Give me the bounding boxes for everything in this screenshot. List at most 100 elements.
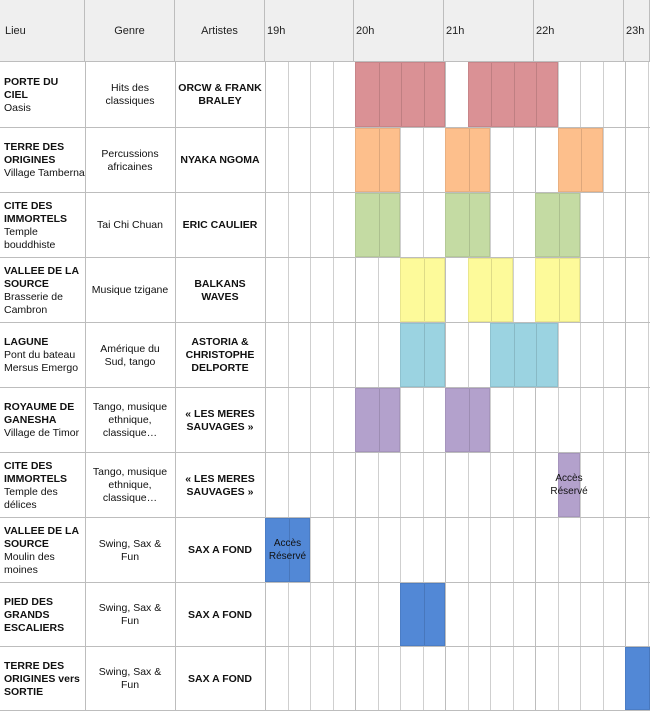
row-divider <box>0 322 650 323</box>
row-divider <box>0 517 650 518</box>
slot-divider <box>603 62 604 711</box>
performance-block[interactable] <box>468 258 513 322</box>
row-lieu: CITE DES IMMORTELS Temple des délices <box>0 453 85 518</box>
header-hour: 20h <box>354 0 444 62</box>
row-artist: SAX A FOND <box>188 544 252 556</box>
row-lieu: PORTE DU CIEL Oasis <box>0 62 85 128</box>
header-artistes: Artistes <box>175 0 265 62</box>
row-artist: ERIC CAULIER <box>182 219 258 231</box>
slot-separator <box>469 194 470 256</box>
slot-separator <box>424 324 425 386</box>
reserved-access-label: Accès Réservé <box>550 473 588 497</box>
slot-divider <box>288 62 289 711</box>
row-divider <box>0 257 650 258</box>
slot-separator <box>559 259 560 321</box>
row-genre: Tango, musique ethnique, classique… <box>92 466 168 504</box>
performance-block[interactable] <box>355 193 400 257</box>
row-divider <box>0 646 650 647</box>
row-lieu: TERRE DES ORIGINES Village Tamberna <box>0 128 85 193</box>
column-divider <box>85 62 86 711</box>
row-lieu: ROYAUME DE GANESHA Village de Timor <box>0 388 85 453</box>
slot-divider <box>445 62 446 711</box>
performance-block[interactable] <box>625 647 650 710</box>
lieu-name: PIED DES GRANDS ESCALIERS <box>4 595 65 634</box>
slot-divider <box>468 62 469 711</box>
header-genre: Genre <box>85 0 175 62</box>
lieu-name: TERRE DES ORIGINES vers SORTIE <box>4 659 80 698</box>
lieu-name: VALLEE DE LA SOURCE <box>4 524 79 550</box>
row-genre: Swing, Sax & Fun <box>98 602 162 627</box>
slot-divider <box>558 62 559 711</box>
slot-separator <box>514 324 515 386</box>
row-genre: Musique tzigane <box>91 284 169 296</box>
performance-block[interactable] <box>400 583 445 646</box>
lieu-place: Village Tamberna <box>4 167 85 179</box>
slot-separator <box>289 519 290 581</box>
row-genre: Percussions africaines <box>101 147 159 173</box>
row-divider <box>0 387 650 388</box>
lieu-name: CITE DES IMMORTELS <box>4 199 67 225</box>
lieu-place: Moulin des moines <box>4 550 55 576</box>
performance-block[interactable] <box>355 388 400 452</box>
slot-separator <box>491 63 492 126</box>
performance-block[interactable] <box>445 388 490 452</box>
row-artist: « LES MERES SAUVAGES » <box>185 407 255 433</box>
slot-separator <box>379 389 380 451</box>
performance-block[interactable] <box>558 128 603 192</box>
slot-divider <box>378 62 379 711</box>
slot-separator <box>469 389 470 451</box>
performance-block[interactable]: Accès Réservé <box>550 453 588 517</box>
lieu-name: CITE DES IMMORTELS <box>4 459 67 485</box>
row-divider <box>0 192 650 193</box>
row-lieu: TERRE DES ORIGINES vers SORTIE <box>0 647 85 711</box>
slot-separator <box>424 259 425 321</box>
row-divider <box>0 127 650 128</box>
slot-separator <box>536 63 537 126</box>
performance-block[interactable] <box>400 323 445 387</box>
slot-divider <box>333 62 334 711</box>
slot-separator <box>401 63 402 126</box>
row-lieu: CITE DES IMMORTELS Temple bouddhiste <box>0 193 85 258</box>
slot-separator <box>491 259 492 321</box>
row-artist: « LES MERES SAUVAGES » <box>185 472 255 498</box>
slot-separator <box>469 129 470 191</box>
performance-block[interactable] <box>490 323 558 387</box>
performance-block[interactable] <box>445 128 490 192</box>
slot-separator <box>379 129 380 191</box>
slot-separator <box>379 194 380 256</box>
slot-separator <box>536 324 537 386</box>
row-artist: SAX A FOND <box>188 672 252 685</box>
lieu-name: PORTE DU CIEL <box>4 75 59 101</box>
row-artist: ORCW & FRANK BRALEY <box>178 82 262 107</box>
row-genre: Tango, musique ethnique, classique… <box>92 401 168 439</box>
row-lieu: LAGUNE Pont du bateau Mersus Emergo <box>0 323 85 388</box>
slot-divider <box>355 62 356 711</box>
header-hour: 21h <box>444 0 534 62</box>
performance-block[interactable] <box>400 258 445 322</box>
row-genre: Hits des classiques <box>105 82 155 107</box>
lieu-place: Village de Timor <box>4 427 80 439</box>
row-genre: Tai Chi Chuan <box>97 219 163 231</box>
lieu-name: TERRE DES ORIGINES <box>4 141 65 166</box>
lieu-place: Temple bouddhiste <box>4 225 56 251</box>
row-divider <box>0 582 650 583</box>
performance-block[interactable] <box>468 62 558 127</box>
lieu-place: Brasserie de Cambron <box>4 290 63 316</box>
header-hour: 22h <box>534 0 624 62</box>
reserved-access-label: Accès Réservé <box>268 538 307 562</box>
performance-block[interactable] <box>445 193 490 257</box>
performance-block[interactable] <box>535 193 580 257</box>
row-genre: Swing, Sax & Fun <box>98 666 162 691</box>
performance-block[interactable]: Accès Réservé <box>265 518 310 582</box>
slot-separator <box>581 129 582 191</box>
lieu-place: Pont du bateau Mersus Emergo <box>4 349 79 374</box>
row-divider <box>0 61 650 62</box>
performance-block[interactable] <box>535 258 580 322</box>
row-artist: NYAKA NGOMA <box>180 154 260 166</box>
lieu-place: Oasis <box>4 101 31 114</box>
lieu-name: LAGUNE <box>4 336 49 348</box>
slot-separator <box>379 63 380 126</box>
performance-block[interactable] <box>355 128 400 192</box>
performance-block[interactable] <box>355 62 445 127</box>
slot-separator <box>514 63 515 126</box>
